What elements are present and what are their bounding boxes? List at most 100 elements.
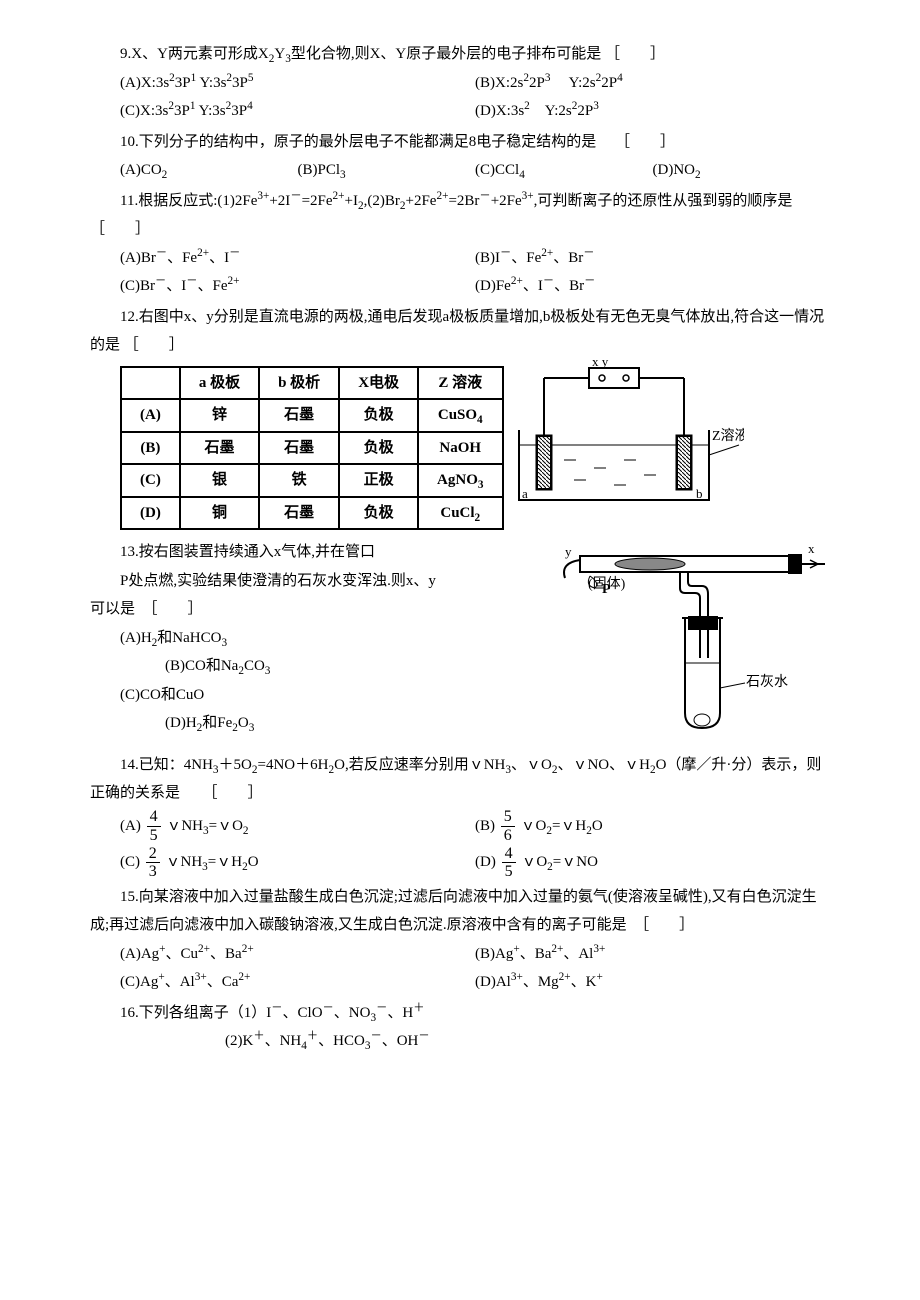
q12-r1c4: NaOH (418, 432, 502, 465)
q16-text1: 16.下列各组离子（1）I－、ClO－、NO3－、H＋ (90, 999, 830, 1028)
question-11: 11.根据反应式:(1)2Fe3++2I－=2Fe2++I2,(2)Br2+2F… (90, 187, 830, 301)
q11-options: (A)Br－、Fe2+、I－ (B)I－、Fe2+、Br－ (C)Br－、I－、… (90, 244, 830, 301)
q12-h4: Z 溶液 (418, 367, 502, 400)
q12-r2c4: AgNO3 (418, 464, 502, 497)
q13-text2: P处点燃,实验结果使澄清的石灰水变浑浊.则x、y (90, 567, 522, 596)
q14-opt-d: (D) 45 ｖO2=ｖNO (475, 844, 830, 881)
q12-h1: a 极板 (180, 367, 259, 400)
q12-row-c: (C) 银 铁 正极 AgNO3 (121, 464, 503, 497)
q12-r0c2: 石墨 (259, 399, 339, 432)
q9-text-b: Y (274, 46, 285, 62)
q14-b-frac: 56 (501, 808, 515, 844)
q11-opt-c: (C)Br－、I－、Fe2+ (120, 272, 475, 301)
q15-text: 15.向某溶液中加入过量盐酸生成白色沉淀;过滤后向滤液中加入过量的氨气(使溶液呈… (90, 883, 830, 940)
q14-a-den: 5 (147, 827, 161, 845)
q14-a-frac: 45 (147, 808, 161, 844)
q14-a-rhs: ｖNH3=ｖO2 (166, 818, 248, 834)
q10-opt-c: (C)CCl4 (475, 156, 653, 185)
q12-r1c3: 负极 (339, 432, 418, 465)
q14-opt-b: (B) 56 ｖO2=ｖH2O (475, 808, 830, 845)
q9-text: 9.X、Y两元素可形成X2Y3型化合物,则X、Y原子最外层的电子排布可能是 ［ … (90, 40, 830, 69)
q12-r3c4: CuCl2 (418, 497, 502, 530)
q12-r2c1: 银 (180, 464, 259, 497)
q11-opt-a: (A)Br－、Fe2+、I－ (120, 244, 475, 273)
q12-r2c3: 正极 (339, 464, 418, 497)
q14-text: 14.已知：4NH3＋5O2=4NO＋6H2O,若反应速率分别用ｖNH3、ｖO2… (90, 751, 830, 808)
q12-r2c2: 铁 (259, 464, 339, 497)
question-13: 13.按右图装置持续通入x气体,并在管口 P处点燃,实验结果使澄清的石灰水变浑浊… (90, 538, 830, 749)
q14-c-den: 3 (146, 863, 160, 881)
q9-options: (A)X:3s23P1 Y:3s23P5 (B)X:2s22P3 Y:2s22P… (90, 69, 830, 126)
q14-d-label: (D) (475, 854, 496, 870)
q12-label-a: a (522, 486, 528, 501)
q13-diagram: x y (固体) P 石灰水 (530, 538, 830, 749)
q9-opt-d: (D)X:3s2 Y:2s22P3 (475, 97, 830, 126)
q12-r3c0: (D) (121, 497, 180, 530)
q14-b-den: 6 (501, 827, 515, 845)
q9-opt-a: (A)X:3s23P1 Y:3s23P5 (120, 69, 475, 98)
q12-table: a 极板 b 极析 X电极 Z 溶液 (A) 锌 石墨 负极 CuSO4 (B)… (120, 366, 504, 531)
q11-text: 11.根据反应式:(1)2Fe3++2I－=2Fe2++I2,(2)Br2+2F… (90, 187, 830, 244)
q10-opt-a: (A)CO2 (120, 156, 298, 185)
q15-opt-d: (D)Al3+、Mg2+、K+ (475, 968, 830, 997)
q14-c-rhs: ｖNH3=ｖH2O (166, 854, 259, 870)
q14-d-num: 4 (502, 845, 516, 864)
question-12: 12.右图中x、y分别是直流电源的两极,通电后发现a极板质量增加,b极板处有无色… (90, 303, 830, 537)
question-9: 9.X、Y两元素可形成X2Y3型化合物,则X、Y原子最外层的电子排布可能是 ［ … (90, 40, 830, 126)
q12-row-a: (A) 锌 石墨 负极 CuSO4 (121, 399, 503, 432)
q9-opt-c: (C)X:3s23P1 Y:3s23P4 (120, 97, 475, 126)
q12-h3: X电极 (339, 367, 418, 400)
q12-label-xy: x y (592, 360, 609, 369)
q14-b-label: (B) (475, 818, 495, 834)
q14-a-num: 4 (147, 808, 161, 827)
q12-row-b: (B) 石墨 石墨 负极 NaOH (121, 432, 503, 465)
q10-opt-d: (D)NO2 (653, 156, 831, 185)
q12-label-z: Z溶液 (712, 428, 744, 444)
q12-r0c1: 锌 (180, 399, 259, 432)
q15-opt-b: (B)Ag+、Ba2+、Al3+ (475, 940, 830, 969)
q14-c-frac: 23 (146, 845, 160, 881)
q14-c-label: (C) (120, 854, 140, 870)
q9-opt-b: (B)X:2s22P3 Y:2s22P4 (475, 69, 830, 98)
q13-options: (A)H2和NaHCO3 (B)CO和Na2CO3 (C)CO和CuO (D)H… (90, 624, 522, 738)
q10-opt-b: (B)PCl3 (298, 156, 476, 185)
q10-text: 10.下列分子的结构中，原子的最外层电子不能都满足8电子稳定结构的是 ［ ］ (90, 128, 830, 157)
q12-r1c1: 石墨 (180, 432, 259, 465)
q10-options: (A)CO2 (B)PCl3 (C)CCl4 (D)NO2 (90, 156, 830, 185)
q12-label-b: b (696, 486, 703, 501)
q12-r3c1: 铜 (180, 497, 259, 530)
q12-diagram: x y (514, 360, 744, 521)
q11-opt-d: (D)Fe2+、I－、Br－ (475, 272, 830, 301)
q16-text2: (2)K＋、NH4＋、HCO3－、OH－ (90, 1027, 830, 1056)
question-16: 16.下列各组离子（1）I－、ClO－、NO3－、H＋ (2)K＋、NH4＋、H… (90, 999, 830, 1056)
q11-opt-b: (B)I－、Fe2+、Br－ (475, 244, 830, 273)
q13-text3: 可以是 ［ ］ (90, 595, 522, 624)
q14-c-num: 2 (146, 845, 160, 864)
q14-d-den: 5 (502, 863, 516, 881)
q13-label-y: y (565, 544, 572, 559)
q12-r1c2: 石墨 (259, 432, 339, 465)
q13-label-x: x (808, 541, 815, 556)
question-10: 10.下列分子的结构中，原子的最外层电子不能都满足8电子稳定结构的是 ［ ］ (… (90, 128, 830, 185)
q14-a-label: (A) (120, 818, 141, 834)
q14-d-rhs: ｖO2=ｖNO (521, 854, 598, 870)
q13-label-lime: 石灰水 (746, 674, 788, 690)
q9-text-c: 型化合物,则X、Y原子最外层的电子排布可能是 ［ ］ (291, 46, 665, 62)
q9-text-a: 9.X、Y两元素可形成X (120, 46, 269, 62)
q14-options: (A) 45 ｖNH3=ｖO2 (B) 56 ｖO2=ｖH2O (C) 23 ｖ… (90, 808, 830, 881)
q14-opt-a: (A) 45 ｖNH3=ｖO2 (120, 808, 475, 845)
q12-r0c0: (A) (121, 399, 180, 432)
q14-b-num: 5 (501, 808, 515, 827)
q12-row-d: (D) 铜 石墨 负极 CuCl2 (121, 497, 503, 530)
q12-r2c0: (C) (121, 464, 180, 497)
question-15: 15.向某溶液中加入过量盐酸生成白色沉淀;过滤后向滤液中加入过量的氨气(使溶液呈… (90, 883, 830, 997)
q14-opt-c: (C) 23 ｖNH3=ｖH2O (120, 844, 475, 881)
q13-text1: 13.按右图装置持续通入x气体,并在管口 (90, 538, 522, 567)
q12-r0c3: 负极 (339, 399, 418, 432)
q12-h2: b 极析 (259, 367, 339, 400)
q12-r1c0: (B) (121, 432, 180, 465)
q12-r3c3: 负极 (339, 497, 418, 530)
q12-text: 12.右图中x、y分别是直流电源的两极,通电后发现a极板质量增加,b极板处有无色… (90, 303, 830, 360)
q15-opt-a: (A)Ag+、Cu2+、Ba2+ (120, 940, 475, 969)
q12-h0 (121, 367, 180, 400)
